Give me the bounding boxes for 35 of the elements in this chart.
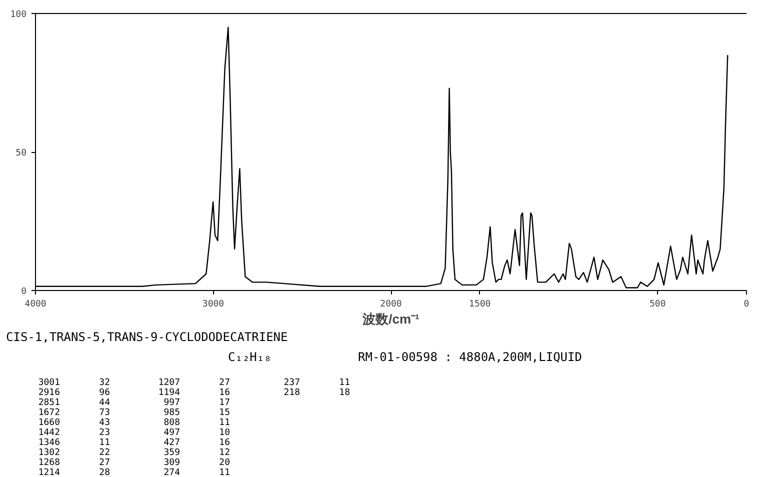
text: 1672 73 <box>38 408 110 418</box>
text: 497 10 <box>164 428 230 438</box>
text: 1268 27 <box>38 458 110 468</box>
text: 1302 22 <box>38 448 110 458</box>
y-tick-label: 100 <box>10 10 27 20</box>
text: C₁₂H₁₈ <box>228 350 272 364</box>
text: 1194 16 <box>158 388 230 398</box>
text: 1442 23 <box>38 428 110 438</box>
text: 997 17 <box>164 398 230 408</box>
y-tick-label: 50 <box>16 148 27 158</box>
text: 427 16 <box>164 438 230 448</box>
text: 1207 27 <box>158 378 230 388</box>
text: 2851 44 <box>38 398 110 408</box>
x-axis-title: 波数/cm⁻¹ <box>362 312 420 326</box>
text: 274 11 <box>164 468 230 477</box>
y-tick-label: 0 <box>21 287 27 297</box>
text: 3001 32 <box>38 378 110 388</box>
text: 985 15 <box>164 408 230 418</box>
text: 218 18 <box>284 388 350 398</box>
text: 1660 43 <box>38 418 110 428</box>
text: 309 20 <box>164 458 230 468</box>
text: 1214 28 <box>38 468 110 477</box>
text: CIS-1,TRANS-5,TRANS-9-CYCLODODECATRIENE <box>5 330 289 344</box>
x-tick-label: 4000 <box>24 300 46 310</box>
x-tick-label: 1500 <box>469 300 491 310</box>
x-tick-label: 3000 <box>202 300 224 310</box>
text: 237 11 <box>284 378 350 388</box>
x-tick-label: 500 <box>649 300 666 310</box>
text: 1346 11 <box>38 438 110 448</box>
text: 808 11 <box>164 418 230 428</box>
x-tick-label: 2000 <box>380 300 402 310</box>
text: 359 12 <box>164 448 230 458</box>
x-tick-label: 0 <box>744 300 750 310</box>
text: RM-01-00598 : 4880A,200M,LIQUID <box>357 350 582 364</box>
text: 2916 96 <box>38 388 110 398</box>
